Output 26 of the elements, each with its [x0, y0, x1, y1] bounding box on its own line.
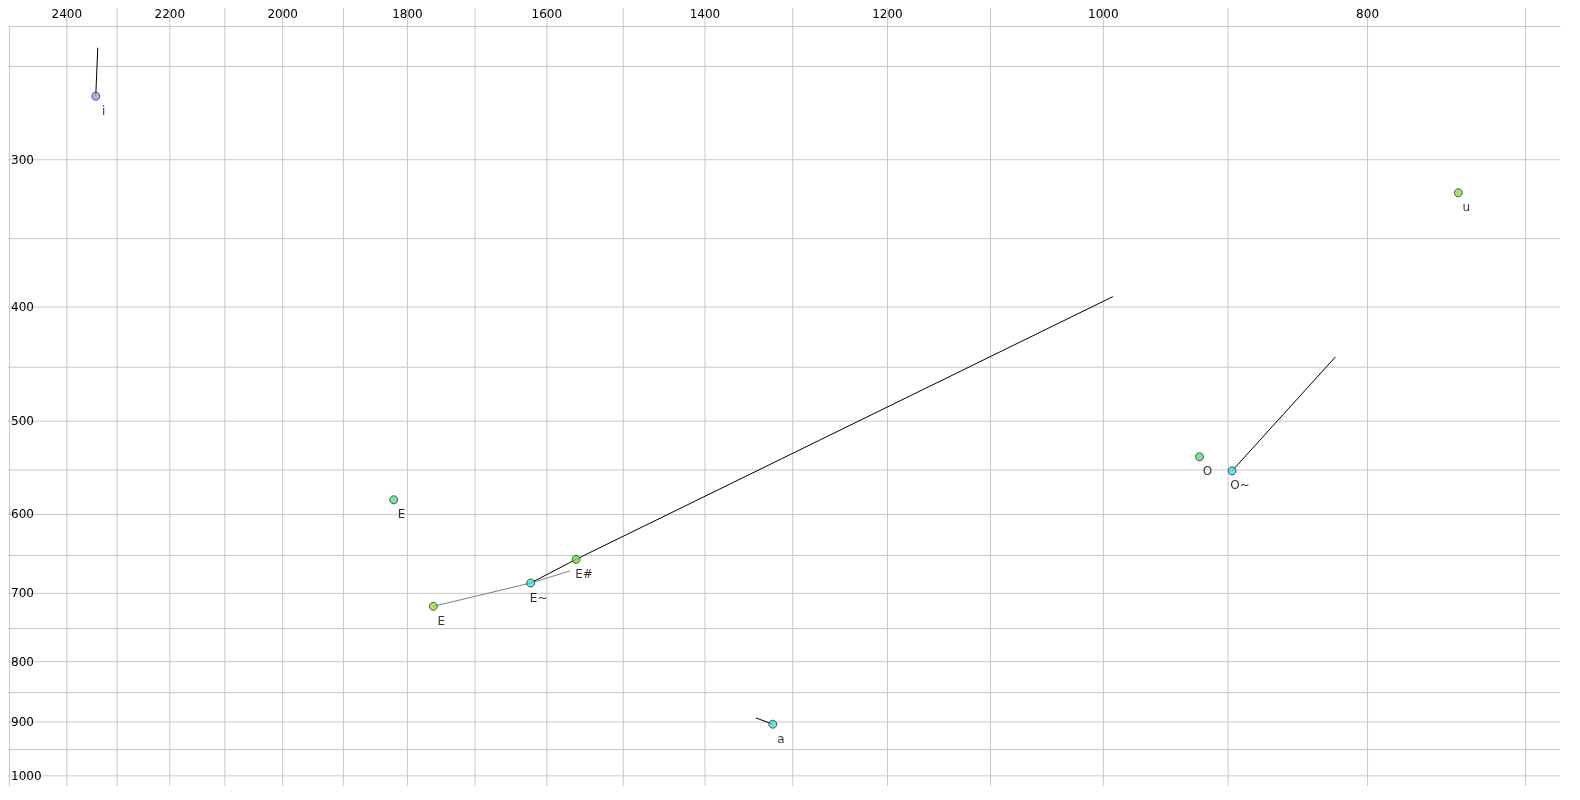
y-tick-label: 1000 — [11, 768, 42, 783]
x-tick-label: 1200 — [872, 7, 903, 21]
y-tick-label: 300 — [11, 152, 34, 167]
x-tick-label: 2400 — [51, 7, 83, 21]
x-tick-label: 2200 — [154, 7, 186, 21]
data-label: a — [777, 731, 785, 746]
y-tick-label: 800 — [11, 654, 34, 669]
data-label: E~ — [529, 590, 548, 605]
y-tick-label: 600 — [11, 507, 34, 522]
y-tick-label: 900 — [11, 714, 34, 729]
data-label: E — [437, 613, 446, 628]
y-tick-label: 500 — [11, 414, 34, 429]
data-label: i — [102, 103, 106, 118]
x-tick-label: 800 — [1356, 7, 1380, 21]
data-label: E# — [575, 566, 593, 581]
data-label: u — [1462, 200, 1471, 215]
x-tick-label: 2000 — [267, 7, 298, 21]
x-tick-label: 1600 — [531, 7, 563, 21]
data-label: E — [397, 507, 406, 522]
y-tick-label: 400 — [11, 299, 34, 314]
x-tick-label: 1800 — [392, 7, 423, 21]
x-tick-label: 1000 — [1088, 7, 1119, 21]
data-label: O — [1202, 464, 1213, 479]
x-tick-label: 1400 — [689, 7, 721, 21]
data-label: O~ — [1230, 478, 1250, 493]
y-tick-label: 700 — [11, 586, 34, 601]
